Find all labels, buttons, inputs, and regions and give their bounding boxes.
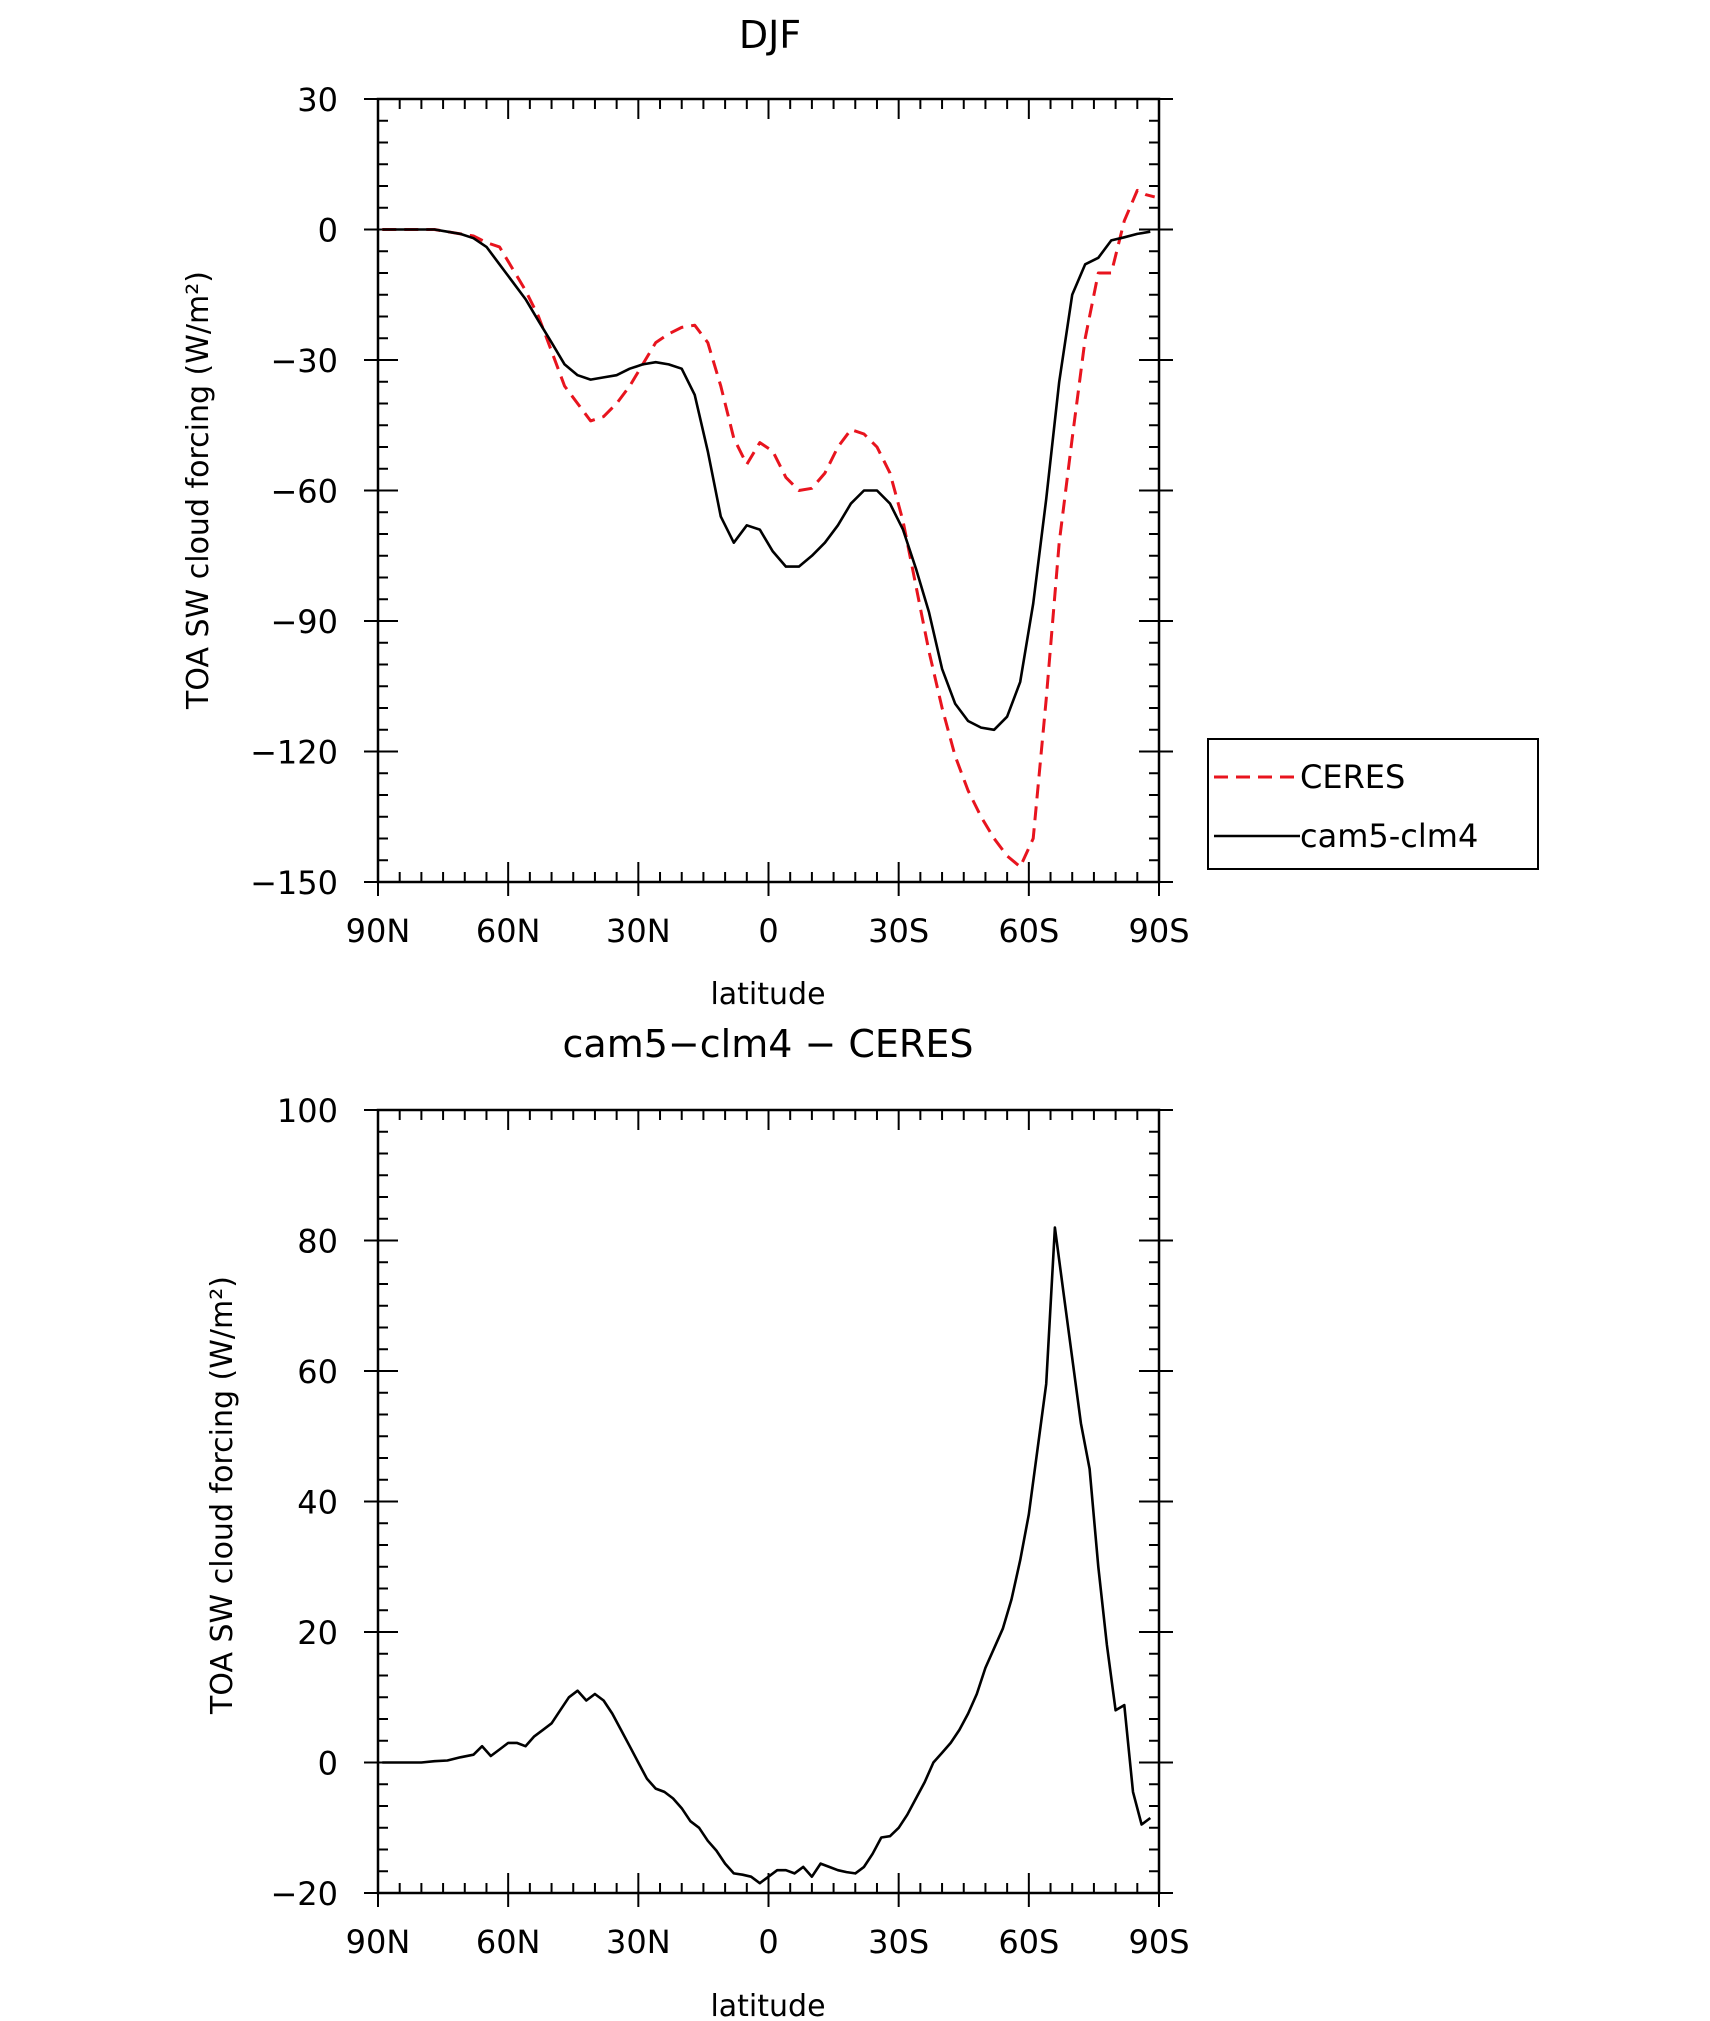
bottom-x-tick-label: 30S [868,1923,929,1961]
top-y-tick-label: −120 [250,734,338,772]
bottom-chart-x-axis-label: latitude [710,1989,825,2021]
bottom-y-tick-label: 20 [297,1614,338,1652]
bottom-y-tick-label: 60 [297,1353,338,1391]
top-chart-panel: DJF 90N 60N 30N 0 30S 60S 90S 30 0 −30 −60 −90 −120 −… [181,13,1190,1012]
bottom-y-tick-label: 100 [277,1092,338,1130]
bottom-chart-y-axis-label: TOA SW cloud forcing (W/m²) [205,1276,240,1715]
top-chart-x-axis-label: latitude [710,977,825,1012]
bottom-series-difference-line [382,1226,1152,1885]
bottom-y-tick-label: −20 [270,1875,338,1913]
top-x-tick-label: 30N [606,912,671,950]
bottom-x-tick-label: 30N [606,1923,671,1961]
legend-frame [1207,738,1539,870]
bottom-y-tick-label: 40 [297,1484,338,1522]
top-series-ceres-line [382,188,1156,869]
bottom-chart-panel: cam5−clm4 − CERES 90N 60N 30N 0 30S 60S 90S 100… [205,1022,1190,2021]
top-y-tick-label: −30 [270,342,338,380]
top-x-tick-label: 60S [998,912,1059,950]
top-chart-legend: CERES cam5-clm4 [1207,738,1539,870]
bottom-x-tick-label: 90N [346,1923,411,1961]
top-chart-frame [376,97,1161,884]
top-x-tick-label: 60N [476,912,541,950]
top-x-tick-label: 90N [346,912,411,950]
top-chart-title: DJF [739,13,801,57]
top-series-cam5-clm4-line [382,228,1151,732]
top-y-tick-label: 30 [297,81,338,119]
bottom-x-tick-label: 0 [758,1923,778,1961]
top-x-tick-label: 30S [868,912,929,950]
bottom-x-tick-label: 60N [476,1923,541,1961]
bottom-x-tick-label: 90S [1128,1923,1189,1961]
top-x-tick-label: 90S [1128,912,1189,950]
top-x-tick-label: 0 [758,912,778,950]
legend-ceres-label: CERES [1300,758,1405,796]
top-y-tick-label: −150 [250,864,338,902]
bottom-chart-plot: 90N 60N 30N 0 30S 60S 90S 100 80 60 40 20 0 −20 [270,1092,1189,1961]
top-chart-y-axis-label: TOA SW cloud forcing (W/m²) [181,271,216,710]
top-y-tick-label: −60 [270,473,338,511]
legend-model-label: cam5-clm4 [1300,817,1478,855]
bottom-y-tick-label: 80 [297,1223,338,1261]
top-y-tick-label: 0 [318,212,338,250]
bottom-x-tick-label: 60S [998,1923,1059,1961]
bottom-chart-frame [376,1108,1161,1895]
top-chart-plot: 90N 60N 30N 0 30S 60S 90S 30 0 −30 −60 −90 −120 −150 [250,81,1189,950]
bottom-y-tick-label: 0 [318,1745,338,1783]
top-y-tick-label: −90 [270,603,338,641]
bottom-chart-title: cam5−clm4 − CERES [563,1022,974,1066]
